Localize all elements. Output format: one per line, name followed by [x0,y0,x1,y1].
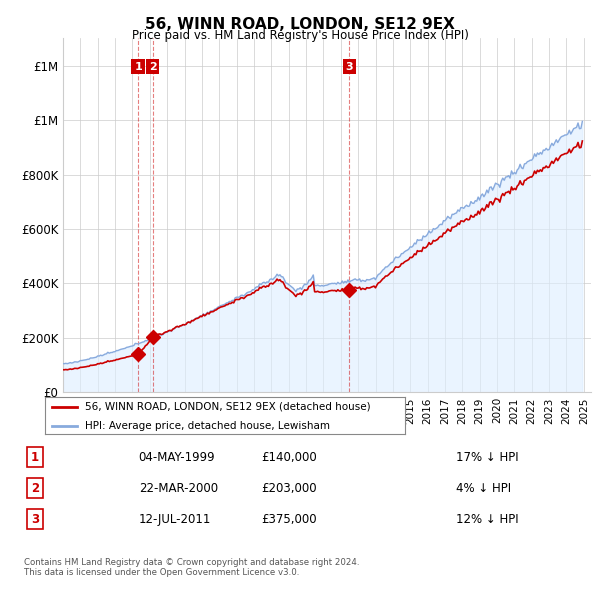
Text: £203,000: £203,000 [262,481,317,495]
Text: 3: 3 [31,513,39,526]
Text: 2: 2 [31,481,39,495]
Text: 1: 1 [134,62,142,71]
Text: 22-MAR-2000: 22-MAR-2000 [139,481,218,495]
Text: 2: 2 [149,62,157,71]
Text: 12% ↓ HPI: 12% ↓ HPI [455,513,518,526]
Text: 1: 1 [31,451,39,464]
Text: 56, WINN ROAD, LONDON, SE12 9EX: 56, WINN ROAD, LONDON, SE12 9EX [145,17,455,32]
Text: 17% ↓ HPI: 17% ↓ HPI [455,451,518,464]
Text: HPI: Average price, detached house, Lewisham: HPI: Average price, detached house, Lewi… [85,421,329,431]
Text: Contains HM Land Registry data © Crown copyright and database right 2024.
This d: Contains HM Land Registry data © Crown c… [24,558,359,577]
Text: 04-MAY-1999: 04-MAY-1999 [139,451,215,464]
Text: Price paid vs. HM Land Registry's House Price Index (HPI): Price paid vs. HM Land Registry's House … [131,30,469,42]
Text: 56, WINN ROAD, LONDON, SE12 9EX (detached house): 56, WINN ROAD, LONDON, SE12 9EX (detache… [85,402,370,412]
Text: £140,000: £140,000 [262,451,317,464]
Text: 4% ↓ HPI: 4% ↓ HPI [455,481,511,495]
Text: 12-JUL-2011: 12-JUL-2011 [139,513,211,526]
Text: £375,000: £375,000 [262,513,317,526]
Text: 3: 3 [346,62,353,71]
